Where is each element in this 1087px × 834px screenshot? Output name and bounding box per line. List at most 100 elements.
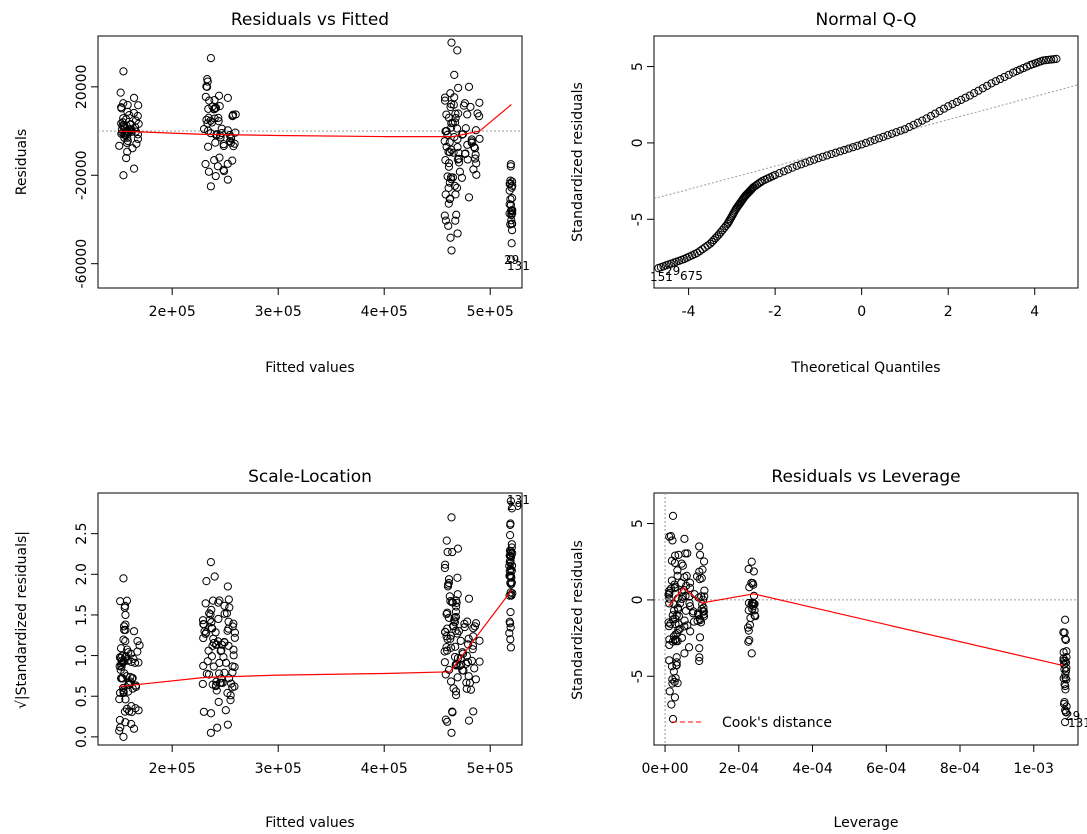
data-point [668, 536, 677, 545]
data-point [507, 580, 516, 589]
data-point [131, 704, 140, 713]
data-point [1052, 54, 1061, 64]
data-point [827, 149, 836, 159]
data-point [198, 679, 207, 689]
outlier-label: 151 [650, 270, 673, 284]
y-axis-label: Standardized residuals [570, 82, 586, 242]
outlier-label: 29 [504, 253, 519, 267]
x-tick-label: -4 [682, 304, 696, 320]
outlier-label: 675 [680, 269, 703, 283]
data-point [441, 216, 450, 225]
data-point [675, 625, 684, 634]
data-point [450, 93, 459, 102]
data-point [505, 551, 514, 560]
x-tick-label: 8e-04 [940, 761, 980, 777]
data-point [835, 147, 845, 156]
data-point [473, 109, 482, 118]
outlier-labels: 131 29 [507, 493, 530, 513]
data-point [784, 165, 793, 174]
data-point [129, 164, 139, 173]
data-point [133, 636, 142, 646]
data-point [1062, 702, 1071, 711]
data-point [1061, 707, 1071, 716]
data-point [469, 707, 478, 716]
data-point [506, 220, 515, 229]
data-point [470, 622, 479, 631]
plot-frame [97, 492, 523, 746]
outlier-labels: 151 29 675 [650, 264, 703, 284]
data-point [214, 614, 223, 624]
data-point [128, 144, 137, 153]
data-point [117, 103, 126, 112]
data-point [746, 613, 755, 623]
data-point [814, 154, 823, 163]
data-point [213, 162, 222, 171]
data-point [201, 629, 210, 638]
data-point [199, 661, 208, 671]
y-axis-ticks: 5 0 -5 [630, 519, 654, 683]
data-point [668, 637, 678, 646]
data-point [669, 606, 679, 615]
data-point [204, 167, 214, 176]
data-point [892, 128, 901, 137]
data-point [207, 605, 216, 614]
data-point [668, 675, 677, 684]
data-point [121, 625, 130, 635]
data-point [125, 678, 134, 687]
data-point [667, 700, 676, 709]
y-axis-ticks: 0.0 0.5 1.0 1.5 2.0 2.5 [74, 523, 98, 748]
data-point [225, 603, 234, 612]
data-point [887, 129, 897, 138]
data-point [779, 167, 788, 176]
data-point [926, 111, 935, 121]
data-point [440, 93, 450, 102]
data-point [450, 181, 459, 190]
data-point [506, 643, 515, 652]
data-point [454, 158, 464, 167]
x-tick-label: 3e+05 [255, 761, 302, 777]
data-point [1059, 656, 1068, 665]
data-point [467, 137, 476, 146]
x-tick-label: -2 [768, 304, 782, 320]
data-point [507, 239, 516, 248]
data-point [447, 119, 456, 128]
data-point [1060, 717, 1070, 727]
data-point [447, 38, 456, 47]
y-axis-ticks: 5 0 -5 [630, 62, 654, 226]
y-axis-label: Residuals [14, 129, 30, 195]
qq-reference-line [653, 84, 1079, 200]
data-point [223, 626, 232, 635]
y-tick-label: 5 [630, 62, 646, 71]
data-point [750, 611, 759, 620]
data-point [700, 586, 709, 595]
data-point [130, 658, 140, 667]
data-point [468, 645, 477, 654]
data-point [668, 714, 678, 724]
data-point [464, 594, 474, 603]
data-point [211, 640, 221, 649]
data-point [218, 678, 227, 688]
data-point [199, 633, 208, 643]
data-point [231, 128, 240, 137]
data-point [748, 598, 758, 607]
outlier-label: 131 [507, 493, 530, 507]
data-point [680, 622, 689, 631]
data-point [458, 649, 468, 658]
data-point [460, 622, 469, 632]
x-axis-ticks: 0e+00 2e-04 4e-04 6e-04 8e-04 1e-03 [642, 745, 1054, 777]
data-point [818, 152, 827, 161]
data-point [1061, 634, 1070, 643]
data-point [214, 91, 224, 100]
data-point [987, 79, 996, 88]
data-point [445, 592, 454, 601]
data-point [460, 619, 469, 628]
data-point [229, 142, 238, 151]
data-point [475, 657, 484, 666]
data-point [223, 582, 232, 591]
data-point [464, 672, 473, 681]
panel-title: Normal Q-Q [816, 10, 917, 30]
y-tick-label: -20000 [74, 150, 90, 200]
data-point [1062, 675, 1071, 684]
data-point [685, 583, 695, 593]
data-point [442, 110, 451, 119]
